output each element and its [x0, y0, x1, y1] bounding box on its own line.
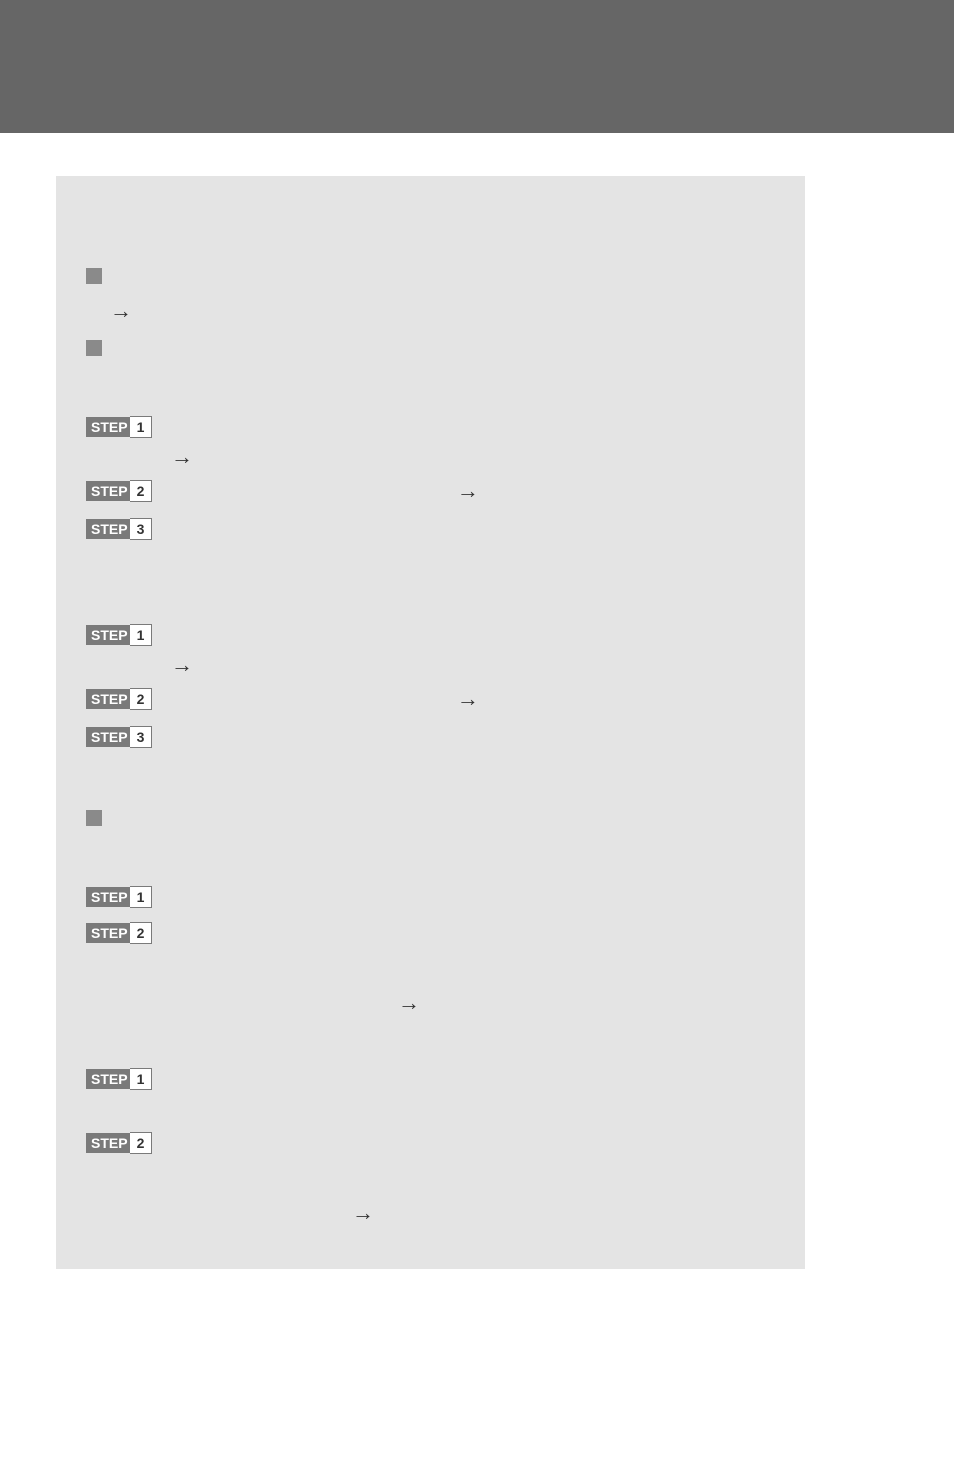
bullet-item-2 [86, 338, 775, 356]
bullet-square-icon [86, 810, 102, 826]
step-number: 1 [130, 416, 153, 438]
arrow-icon: → [457, 478, 479, 504]
step-label: STEP [86, 625, 131, 645]
bullet-square-icon [86, 340, 102, 356]
step-number: 2 [130, 688, 153, 710]
group1-step1: STEP1 [86, 416, 775, 438]
step-number: 2 [130, 922, 153, 944]
group1-step3: STEP3 [86, 518, 775, 540]
bullet-item-1 [86, 266, 775, 284]
arrow-icon: → [110, 298, 132, 324]
step-label: STEP [86, 727, 131, 747]
step-label: STEP [86, 689, 131, 709]
group1-step1-sub-arrow: → [171, 444, 775, 470]
step-number: 1 [130, 1068, 153, 1090]
group3-detail-link[interactable]: → [86, 990, 775, 1016]
group4-detail-link[interactable]: → [86, 1200, 775, 1226]
step-label: STEP [86, 1069, 131, 1089]
arrow-icon: → [398, 990, 420, 1016]
step-number: 1 [130, 886, 153, 908]
arrow-icon: → [171, 652, 193, 678]
arrow-icon: → [457, 686, 479, 712]
group2-step3: STEP3 [86, 726, 775, 748]
bullet-square-icon [86, 268, 102, 284]
group2-step1: STEP1 [86, 624, 775, 646]
step-number: 3 [130, 726, 153, 748]
group1-step2: STEP2 → [86, 478, 775, 504]
content-box: → STEP1 → STEP2 → STEP3 STEP1 → [56, 176, 805, 1269]
step-label: STEP [86, 887, 131, 907]
bullet-1-sub-arrow: → [86, 298, 775, 324]
arrow-icon: → [352, 1200, 374, 1226]
step-label: STEP [86, 481, 131, 501]
group2-step1-sub-arrow: → [171, 652, 775, 678]
step-label: STEP [86, 1133, 131, 1153]
step-label: STEP [86, 923, 131, 943]
group4-step2: STEP2 [86, 1132, 775, 1154]
group2-step2: STEP2 → [86, 686, 775, 712]
step-number: 3 [130, 518, 153, 540]
bullet-item-3 [86, 808, 775, 826]
group3-step2: STEP2 [86, 922, 775, 944]
group4-step1: STEP1 [86, 1068, 775, 1090]
content-wrapper: → STEP1 → STEP2 → STEP3 STEP1 → [0, 133, 954, 1269]
top-banner [0, 0, 954, 133]
step-number: 2 [130, 480, 153, 502]
arrow-icon: → [171, 444, 193, 470]
bottom-gap [0, 1269, 954, 1389]
group3-step1: STEP1 [86, 886, 775, 908]
step-label: STEP [86, 519, 131, 539]
step-number: 1 [130, 624, 153, 646]
step-label: STEP [86, 417, 131, 437]
step-number: 2 [130, 1132, 153, 1154]
